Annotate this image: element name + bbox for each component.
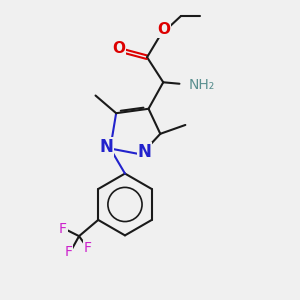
Text: O: O — [112, 41, 125, 56]
Text: F: F — [84, 241, 92, 255]
Text: F: F — [59, 222, 67, 236]
Text: F: F — [65, 245, 73, 259]
Text: N: N — [100, 138, 114, 156]
Text: NH₂: NH₂ — [188, 78, 214, 92]
Text: N: N — [138, 143, 152, 161]
Text: O: O — [157, 22, 170, 37]
